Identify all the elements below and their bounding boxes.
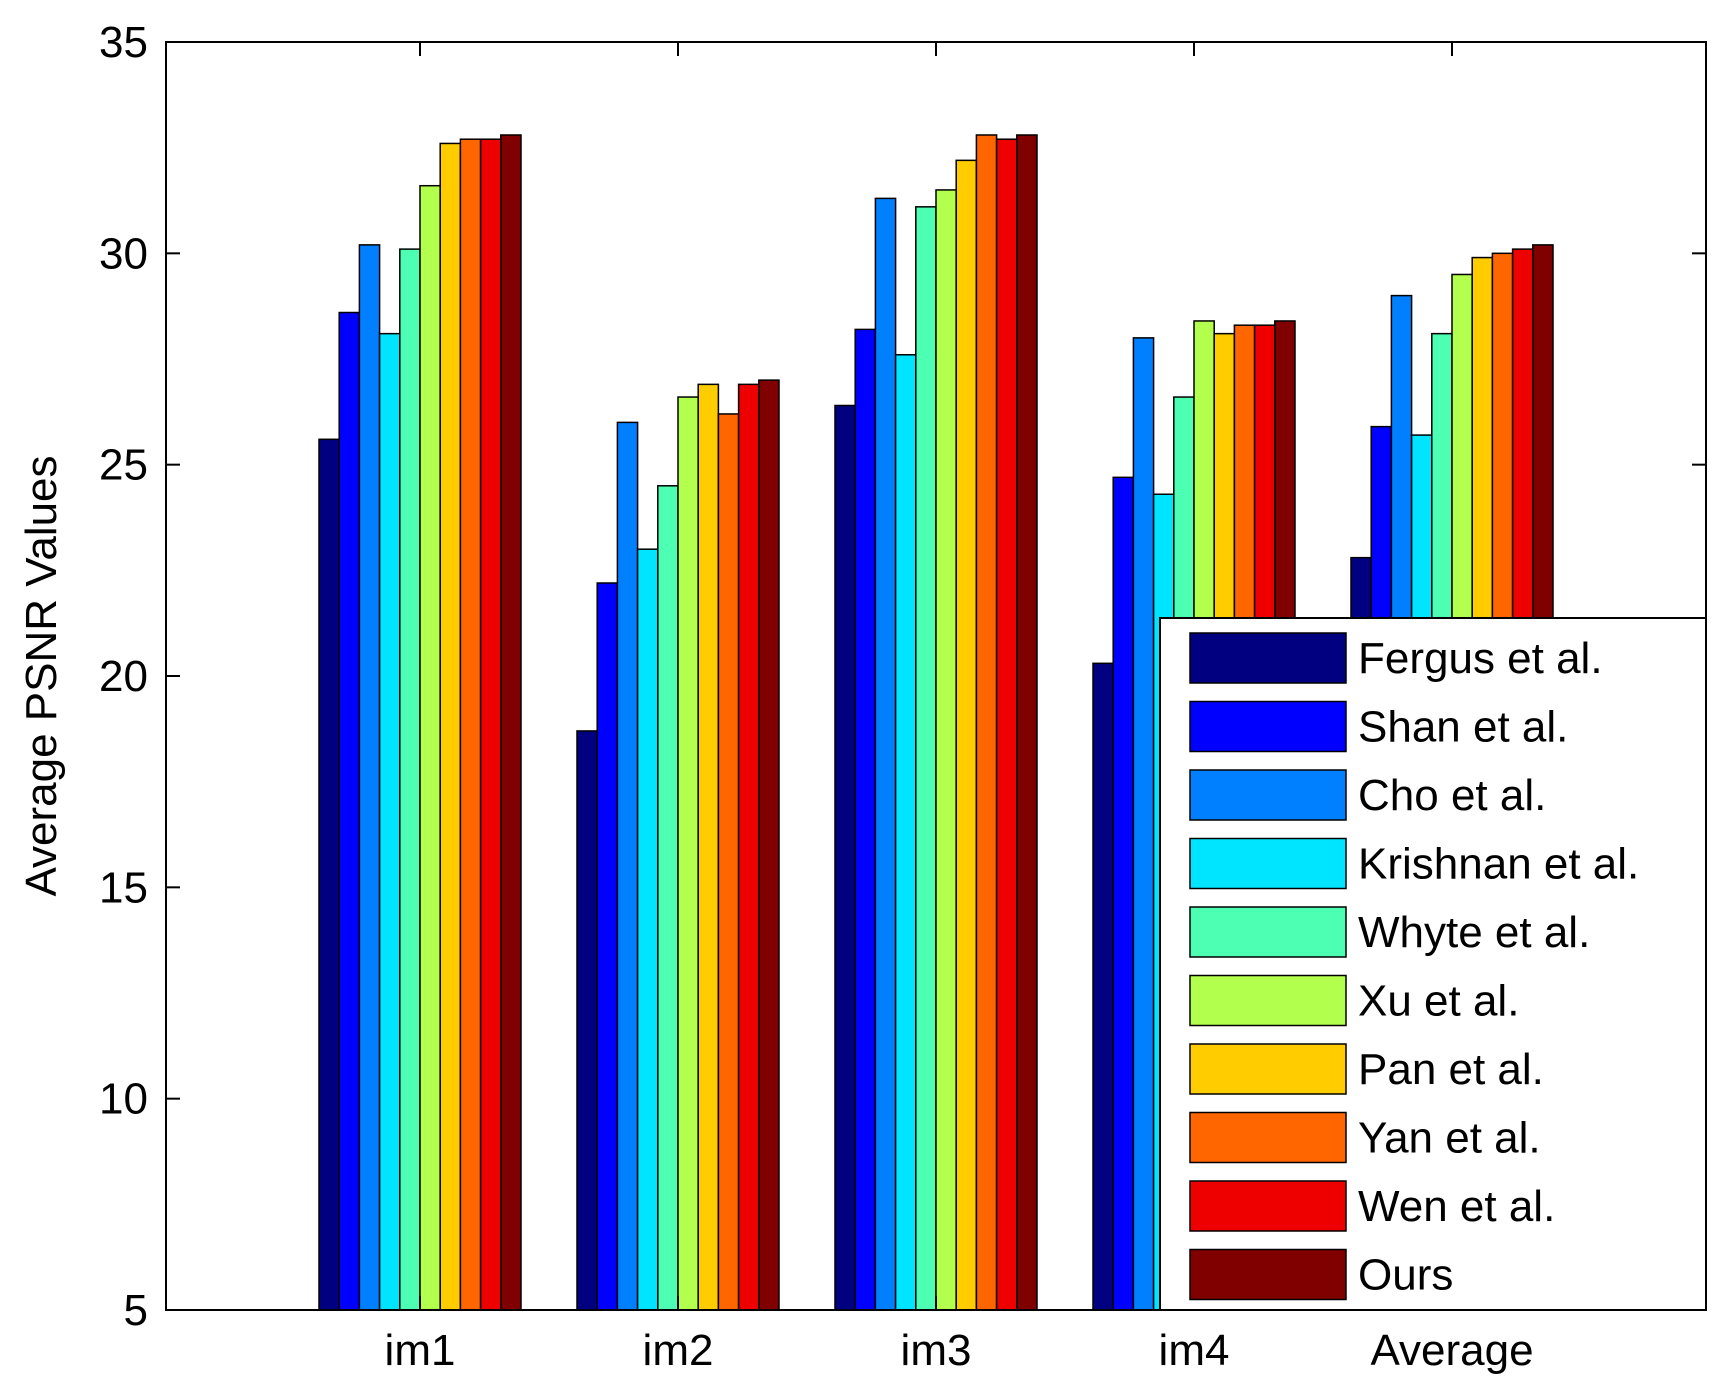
bar-im3-6 [935,189,957,1311]
bar-im2-7 [697,383,720,1311]
x-tick-label: Average [1370,1326,1533,1375]
legend-swatch [1189,1043,1347,1095]
bar-im3-9 [995,138,1018,1311]
x-tick-label: im1 [385,1326,456,1375]
legend-label: Cho et al. [1358,771,1546,820]
legend-label: Fergus et al. [1358,634,1603,683]
legend-label: Yan et al. [1358,1114,1541,1163]
bar-im2-8 [717,413,740,1311]
bar-im3-3 [874,197,897,1311]
y-tick-label: 5 [124,1286,148,1335]
legend: Fergus et al. Shan et al. Cho et al. Krishn… [1159,617,1707,1311]
legend-swatch [1189,837,1347,890]
legend-label: Krishnan et al. [1358,840,1639,889]
bar-im3-10 [1016,134,1038,1311]
y-axis-ticks: 5 10 15 20 25 30 35 [99,18,1706,1335]
bar-im1-6 [419,184,441,1311]
bar-im1-9 [479,138,502,1311]
bar-im2-6 [677,396,699,1311]
legend-label: Shan et al. [1358,703,1568,752]
legend-label: Whyte et al. [1358,908,1590,957]
bar-im1-2 [338,311,361,1311]
legend-label: Wen et al. [1358,1182,1555,1231]
legend-swatch [1189,700,1347,753]
bar-im3-2 [854,328,877,1311]
y-tick-label: 20 [99,652,148,701]
bar-im1-10 [500,134,522,1311]
x-tick-label: im4 [1159,1326,1230,1375]
y-axis-label: Average PSNR Values [17,455,66,896]
legend-label: Ours [1358,1251,1453,1300]
y-tick-label: 30 [99,229,148,278]
bar-im2-1 [576,730,598,1311]
bar-im2-2 [596,582,619,1311]
bar-im2-9 [737,383,760,1311]
legend-swatch [1189,1111,1347,1164]
bar-im3-4 [894,354,917,1311]
x-tick-label: im3 [901,1326,972,1375]
legend-swatch [1189,906,1347,958]
bar-im3-5 [915,206,937,1311]
bar-im3-8 [975,134,998,1311]
bar-im1-7 [439,142,462,1311]
legend-swatch [1189,974,1347,1027]
y-tick-label: 10 [99,1075,148,1124]
legend-swatch [1189,1248,1347,1301]
legend-swatch [1189,1180,1347,1232]
y-tick-label: 25 [99,441,148,490]
bar-im1-8 [459,138,482,1311]
bar-im1-4 [378,332,401,1311]
bar-im3-1 [834,404,856,1311]
bar-im2-4 [636,548,659,1311]
bar-im1-3 [358,244,381,1311]
legend-swatch [1189,769,1347,821]
legend-label: Pan et al. [1358,1045,1544,1094]
bar-im4-1 [1092,662,1114,1311]
bar-im4-2 [1112,476,1135,1311]
bar-im3-7 [955,159,978,1311]
x-tick-label: im2 [643,1326,714,1375]
legend-swatch [1189,632,1347,684]
y-tick-label: 15 [99,863,148,912]
bar-im2-10 [758,379,780,1311]
bar-im2-5 [657,485,679,1311]
bar-im4-3 [1132,337,1155,1311]
bar-im2-3 [616,421,639,1311]
bar-im1-5 [399,248,421,1311]
legend-label: Xu et al. [1358,977,1519,1026]
x-axis-ticks: im1 im2 im3 im4 Average [385,42,1534,1375]
y-tick-label: 35 [99,18,148,67]
bar-im1-1 [318,438,340,1311]
